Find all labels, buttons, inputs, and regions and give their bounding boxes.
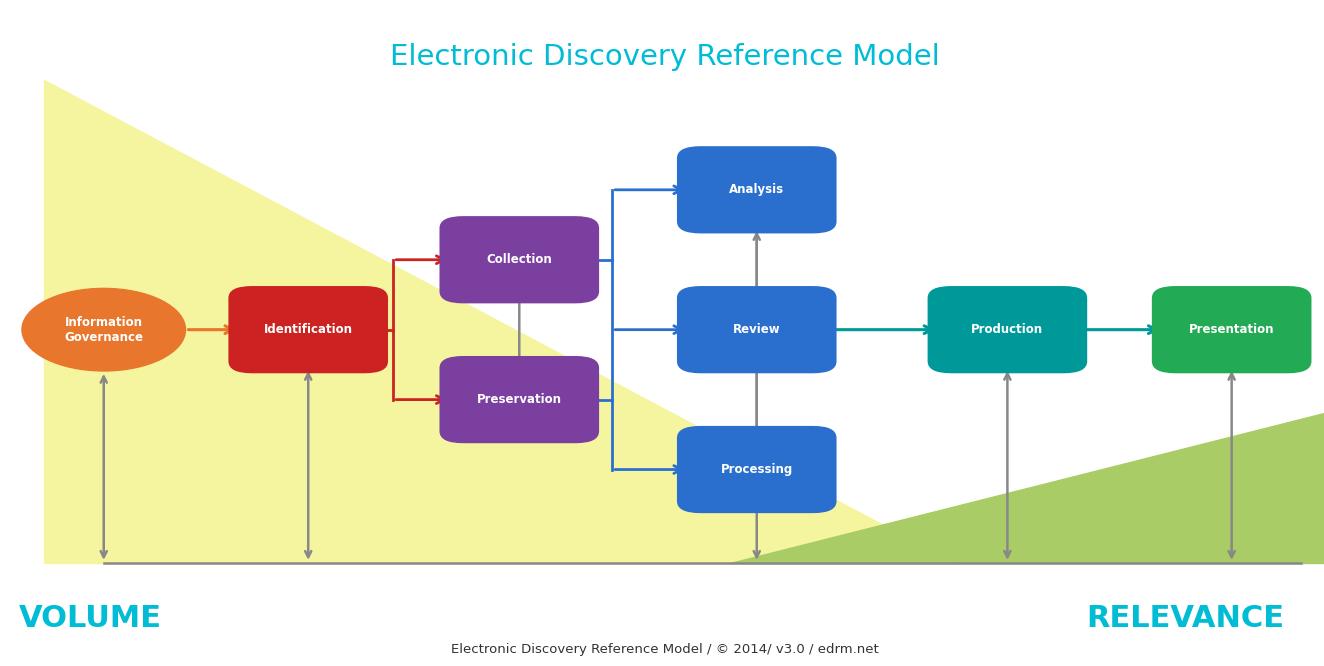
FancyBboxPatch shape <box>677 286 837 373</box>
Text: Electronic Discovery Reference Model / © 2014/ v3.0 / edrm.net: Electronic Discovery Reference Model / ©… <box>450 643 878 656</box>
Text: Presentation: Presentation <box>1189 323 1275 336</box>
Text: Review: Review <box>733 323 781 336</box>
Text: Electronic Discovery Reference Model: Electronic Discovery Reference Model <box>389 43 939 71</box>
FancyBboxPatch shape <box>440 356 598 444</box>
Text: Preservation: Preservation <box>477 393 561 406</box>
FancyBboxPatch shape <box>677 426 837 513</box>
Circle shape <box>23 288 185 371</box>
FancyBboxPatch shape <box>229 286 388 373</box>
Text: Production: Production <box>972 323 1043 336</box>
Text: RELEVANCE: RELEVANCE <box>1087 603 1284 633</box>
Text: Collection: Collection <box>486 253 552 266</box>
Polygon shape <box>45 80 955 563</box>
FancyBboxPatch shape <box>1152 286 1312 373</box>
FancyBboxPatch shape <box>677 147 837 234</box>
Text: Analysis: Analysis <box>730 183 784 196</box>
FancyBboxPatch shape <box>928 286 1087 373</box>
Text: Identification: Identification <box>263 323 352 336</box>
Text: Processing: Processing <box>720 463 793 476</box>
Text: VOLUME: VOLUME <box>19 603 162 633</box>
FancyBboxPatch shape <box>440 216 598 304</box>
Text: Information
Governance: Information Governance <box>65 316 143 344</box>
Polygon shape <box>731 413 1324 563</box>
